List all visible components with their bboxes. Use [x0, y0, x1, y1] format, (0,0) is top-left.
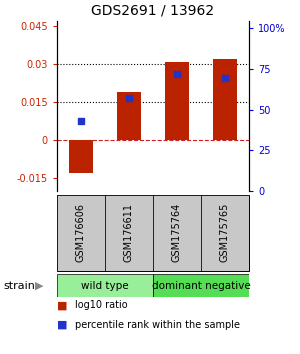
Title: GDS2691 / 13962: GDS2691 / 13962	[92, 3, 214, 17]
Text: ▶: ▶	[34, 281, 43, 291]
Text: GSM176611: GSM176611	[124, 203, 134, 262]
Bar	[57, 274, 153, 297]
Text: GSM175764: GSM175764	[172, 203, 182, 262]
Bar	[69, 141, 93, 173]
Bar	[117, 92, 141, 141]
Text: GSM175765: GSM175765	[220, 203, 230, 262]
Text: dominant negative: dominant negative	[152, 281, 250, 291]
Bar	[213, 59, 237, 141]
Text: strain: strain	[3, 281, 35, 291]
Text: wild type: wild type	[81, 281, 129, 291]
Bar	[105, 195, 153, 271]
Text: GSM176606: GSM176606	[76, 203, 86, 262]
Bar	[57, 195, 105, 271]
Text: percentile rank within the sample: percentile rank within the sample	[75, 320, 240, 330]
Text: ■: ■	[57, 320, 68, 330]
Text: ■: ■	[57, 300, 68, 310]
Bar	[201, 195, 249, 271]
Text: log10 ratio: log10 ratio	[75, 300, 128, 310]
Bar	[153, 195, 201, 271]
Bar	[153, 274, 249, 297]
Bar	[165, 62, 189, 141]
